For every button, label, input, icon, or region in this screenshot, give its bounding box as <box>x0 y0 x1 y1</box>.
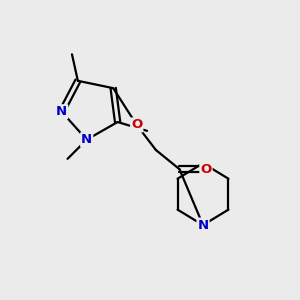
Text: N: N <box>197 219 208 232</box>
Text: O: O <box>200 163 211 176</box>
Text: O: O <box>131 118 142 131</box>
Text: N: N <box>56 105 67 118</box>
Text: N: N <box>81 133 92 146</box>
